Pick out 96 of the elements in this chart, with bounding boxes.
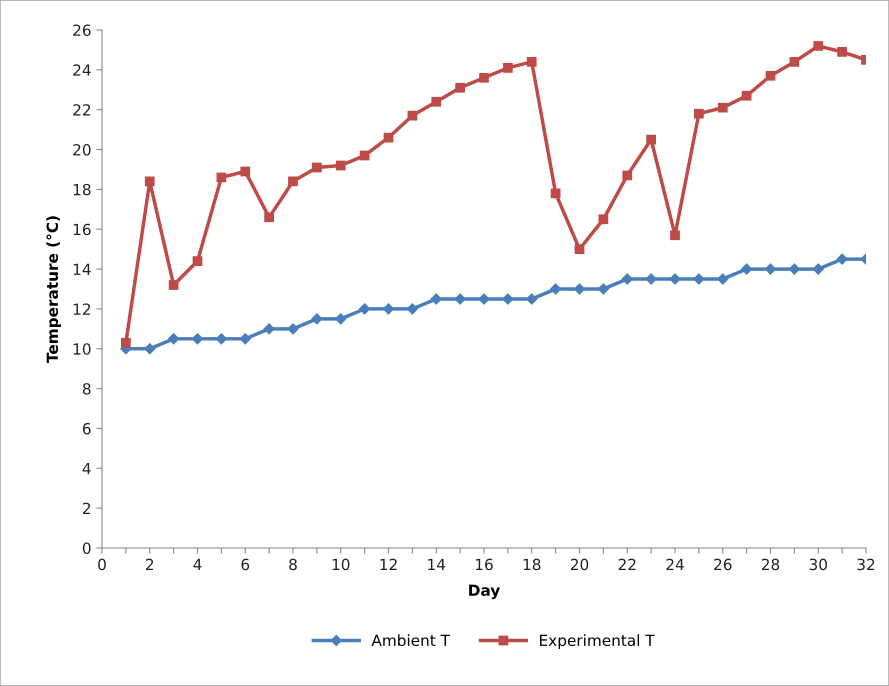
point: [382, 303, 394, 315]
y-tick-label: 6: [82, 422, 91, 434]
point: [598, 214, 608, 224]
point: [836, 254, 848, 265]
point: [455, 82, 465, 93]
point: [813, 41, 824, 51]
x-tick-label: 0: [98, 558, 106, 570]
x-tick-label: 6: [241, 558, 250, 570]
y-tick-label: 26: [73, 24, 91, 36]
legend-label: Ambient T: [372, 634, 450, 646]
point: [742, 90, 752, 101]
x-tick-label: 18: [524, 558, 540, 570]
point: [360, 150, 370, 160]
point: [693, 273, 704, 285]
point: [240, 166, 250, 176]
point: [430, 293, 442, 305]
point: [336, 160, 346, 170]
legend-label: Experimental T: [540, 634, 655, 650]
point: [264, 212, 274, 222]
point: [168, 333, 180, 344]
point: [622, 170, 632, 180]
point: [406, 303, 418, 315]
point: [359, 303, 370, 315]
y-tick-label: 24: [73, 64, 91, 76]
point: [550, 188, 560, 198]
point: [718, 102, 728, 113]
x-axis-title: Day: [469, 584, 500, 600]
point: [550, 283, 562, 295]
y-tick-label: 14: [74, 264, 91, 275]
point: [311, 313, 322, 324]
x-tick-label: 2: [146, 558, 154, 570]
point: [646, 134, 656, 144]
y-tick-label: 18: [74, 184, 91, 196]
y-tick-label: 8: [82, 383, 91, 395]
point: [574, 283, 586, 295]
point: [478, 293, 490, 305]
y-axis-title: Temperature (°C): [46, 216, 62, 363]
point: [622, 273, 633, 285]
point: [431, 96, 442, 107]
point: [502, 293, 514, 305]
point: [121, 338, 131, 348]
point: [216, 172, 226, 182]
point: [192, 256, 202, 266]
point: [384, 132, 394, 142]
y-tick-label: 22: [73, 104, 90, 116]
point: [144, 343, 156, 354]
x-tick-label: 26: [714, 558, 732, 570]
point: [454, 293, 466, 305]
point: [264, 323, 275, 334]
point: [503, 62, 513, 73]
point: [669, 273, 681, 285]
point: [646, 273, 657, 285]
x-tick-label: 12: [380, 558, 397, 570]
x-tick-label: 20: [570, 558, 588, 570]
point: [479, 72, 489, 83]
y-tick-label: 4: [82, 462, 91, 474]
x-tick-label: 8: [289, 558, 297, 570]
point: [766, 70, 776, 81]
point: [717, 273, 728, 285]
y-tick-label: 2: [82, 502, 90, 514]
point: [790, 57, 800, 67]
y-tick-label: 16: [74, 224, 91, 236]
x-tick-label: 14: [428, 558, 446, 570]
point: [408, 110, 418, 121]
x-tick-label: 10: [332, 558, 350, 570]
point: [694, 108, 704, 119]
point: [240, 333, 251, 344]
point: [837, 47, 847, 57]
point: [192, 333, 204, 344]
x-tick-label: 32: [857, 558, 874, 570]
x-tick-label: 28: [762, 558, 780, 570]
point: [788, 263, 800, 275]
point: [574, 244, 584, 254]
point: [526, 57, 537, 67]
point: [144, 176, 155, 186]
point: [764, 263, 776, 275]
x-tick-label: 4: [193, 558, 202, 570]
point: [288, 176, 298, 186]
point: [670, 230, 680, 240]
x-tick-label: 24: [666, 558, 684, 570]
point: [598, 283, 609, 295]
x-tick-label: 30: [810, 558, 827, 570]
y-tick-label: 20: [73, 144, 91, 156]
x-tick-label: 16: [476, 558, 493, 570]
point: [216, 333, 227, 344]
point: [526, 293, 538, 305]
x-tick-label: 22: [618, 558, 636, 570]
y-tick-label: 12: [74, 303, 90, 315]
point: [168, 280, 178, 290]
point: [812, 263, 824, 275]
point: [335, 313, 346, 324]
y-tick-label: 0: [82, 542, 91, 554]
point: [312, 162, 322, 172]
y-tick-label: 10: [74, 343, 91, 355]
point: [741, 263, 752, 275]
point: [287, 323, 299, 334]
